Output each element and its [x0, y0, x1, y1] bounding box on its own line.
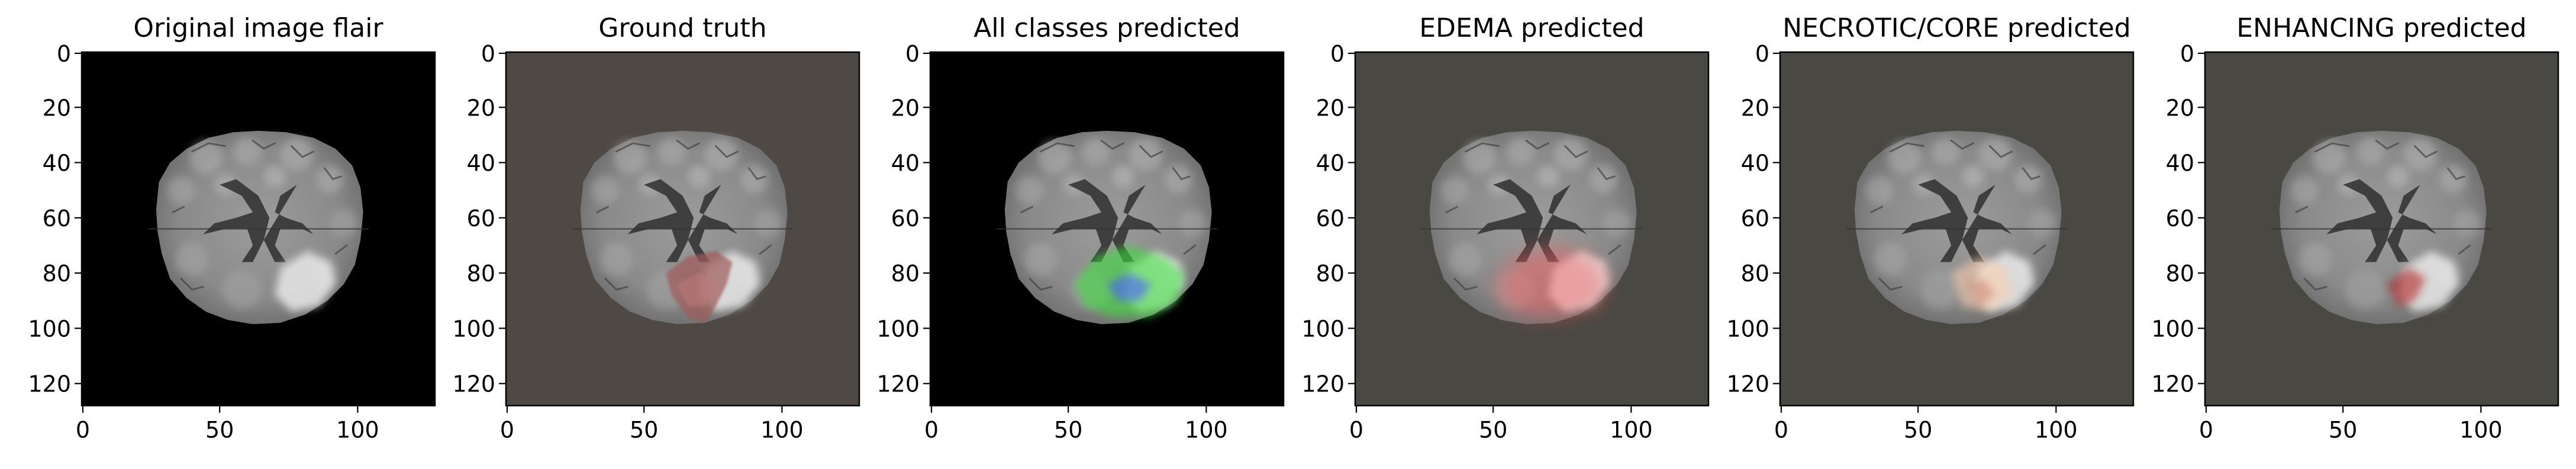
y-tick-label: 120: [28, 371, 71, 397]
axes-frame: [505, 51, 860, 407]
axes-frame: [1354, 51, 1710, 407]
y-tick-label: 40: [467, 150, 495, 176]
axes-frame: [929, 51, 1285, 407]
x-tick-label: 100: [336, 417, 379, 443]
x-tick-label: 0: [2199, 417, 2213, 443]
y-tick-label: 20: [891, 95, 920, 121]
x-tick-label: 50: [630, 417, 658, 443]
panel-image: [930, 52, 1284, 406]
y-tick-label: 20: [43, 95, 71, 121]
x-tick-label: 0: [924, 417, 939, 443]
y-tick-label: 0: [905, 41, 920, 67]
y-tick-label: 40: [1741, 150, 1769, 176]
panel-title: EDEMA predicted: [1419, 13, 1644, 43]
y-tick-label: 100: [1301, 316, 1345, 342]
y-tick-label: 80: [2166, 261, 2194, 287]
y-tick-label: 20: [2166, 95, 2194, 121]
y-tick-label: 0: [1755, 41, 1769, 67]
y-tick-label: 0: [2180, 41, 2194, 67]
y-tick-label: 60: [891, 205, 920, 232]
y-tick-label: 60: [1316, 205, 1345, 232]
y-tick-label: 100: [28, 316, 71, 342]
panel-image: [506, 52, 859, 406]
y-tick-label: 120: [2151, 371, 2194, 397]
y-tick-label: 60: [2166, 205, 2194, 232]
x-tick-label: 0: [500, 417, 514, 443]
panel-title: ENHANCING predicted: [2236, 13, 2526, 43]
panel-title: Ground truth: [598, 13, 766, 43]
axes-frame: [1779, 51, 2135, 407]
y-tick-label: 40: [2166, 150, 2194, 176]
y-tick-label: 60: [467, 205, 495, 232]
y-tick-label: 100: [876, 316, 920, 342]
x-tick-label: 0: [1349, 417, 1363, 443]
y-tick-label: 100: [452, 316, 495, 342]
panel-title: NECROTIC/CORE predicted: [1782, 13, 2130, 43]
panel-title: All classes predicted: [973, 13, 1240, 43]
y-tick-label: 100: [2151, 316, 2194, 342]
axes-frame: [80, 51, 436, 407]
x-tick-label: 100: [2035, 417, 2078, 443]
x-tick-label: 0: [76, 417, 90, 443]
x-tick-label: 0: [1774, 417, 1788, 443]
y-tick-label: 20: [1316, 95, 1345, 121]
y-tick-label: 80: [43, 261, 71, 287]
y-tick-label: 20: [1741, 95, 1769, 121]
x-tick-label: 100: [1185, 417, 1228, 443]
y-tick-label: 0: [1330, 41, 1345, 67]
y-tick-label: 120: [452, 371, 495, 397]
panel-image: [2205, 52, 2558, 406]
y-tick-label: 60: [43, 205, 71, 232]
panel-image: [1780, 52, 2133, 406]
y-tick-label: 60: [1741, 205, 1769, 232]
y-tick-label: 40: [43, 150, 71, 176]
x-tick-label: 50: [2329, 417, 2357, 443]
y-tick-label: 120: [876, 371, 920, 397]
y-tick-label: 80: [891, 261, 920, 287]
x-tick-label: 50: [1904, 417, 1932, 443]
panel-image: [1355, 52, 1708, 406]
y-tick-label: 120: [1726, 371, 1769, 397]
axes-frame: [2204, 51, 2559, 407]
y-tick-label: 80: [1316, 261, 1345, 287]
y-tick-label: 80: [1741, 261, 1769, 287]
x-tick-label: 50: [1054, 417, 1082, 443]
x-tick-label: 100: [1610, 417, 1653, 443]
y-tick-label: 40: [891, 150, 920, 176]
y-tick-label: 0: [481, 41, 495, 67]
y-tick-label: 20: [467, 95, 495, 121]
y-tick-label: 40: [1316, 150, 1345, 176]
y-tick-label: 0: [57, 41, 71, 67]
y-tick-label: 80: [467, 261, 495, 287]
y-tick-label: 100: [1726, 316, 1769, 342]
x-tick-label: 50: [205, 417, 234, 443]
panel-title: Original image flair: [133, 13, 383, 43]
x-tick-label: 100: [2459, 417, 2503, 443]
y-tick-label: 120: [1301, 371, 1345, 397]
x-tick-label: 50: [1479, 417, 1507, 443]
x-tick-label: 100: [760, 417, 804, 443]
panel-image: [82, 52, 435, 406]
